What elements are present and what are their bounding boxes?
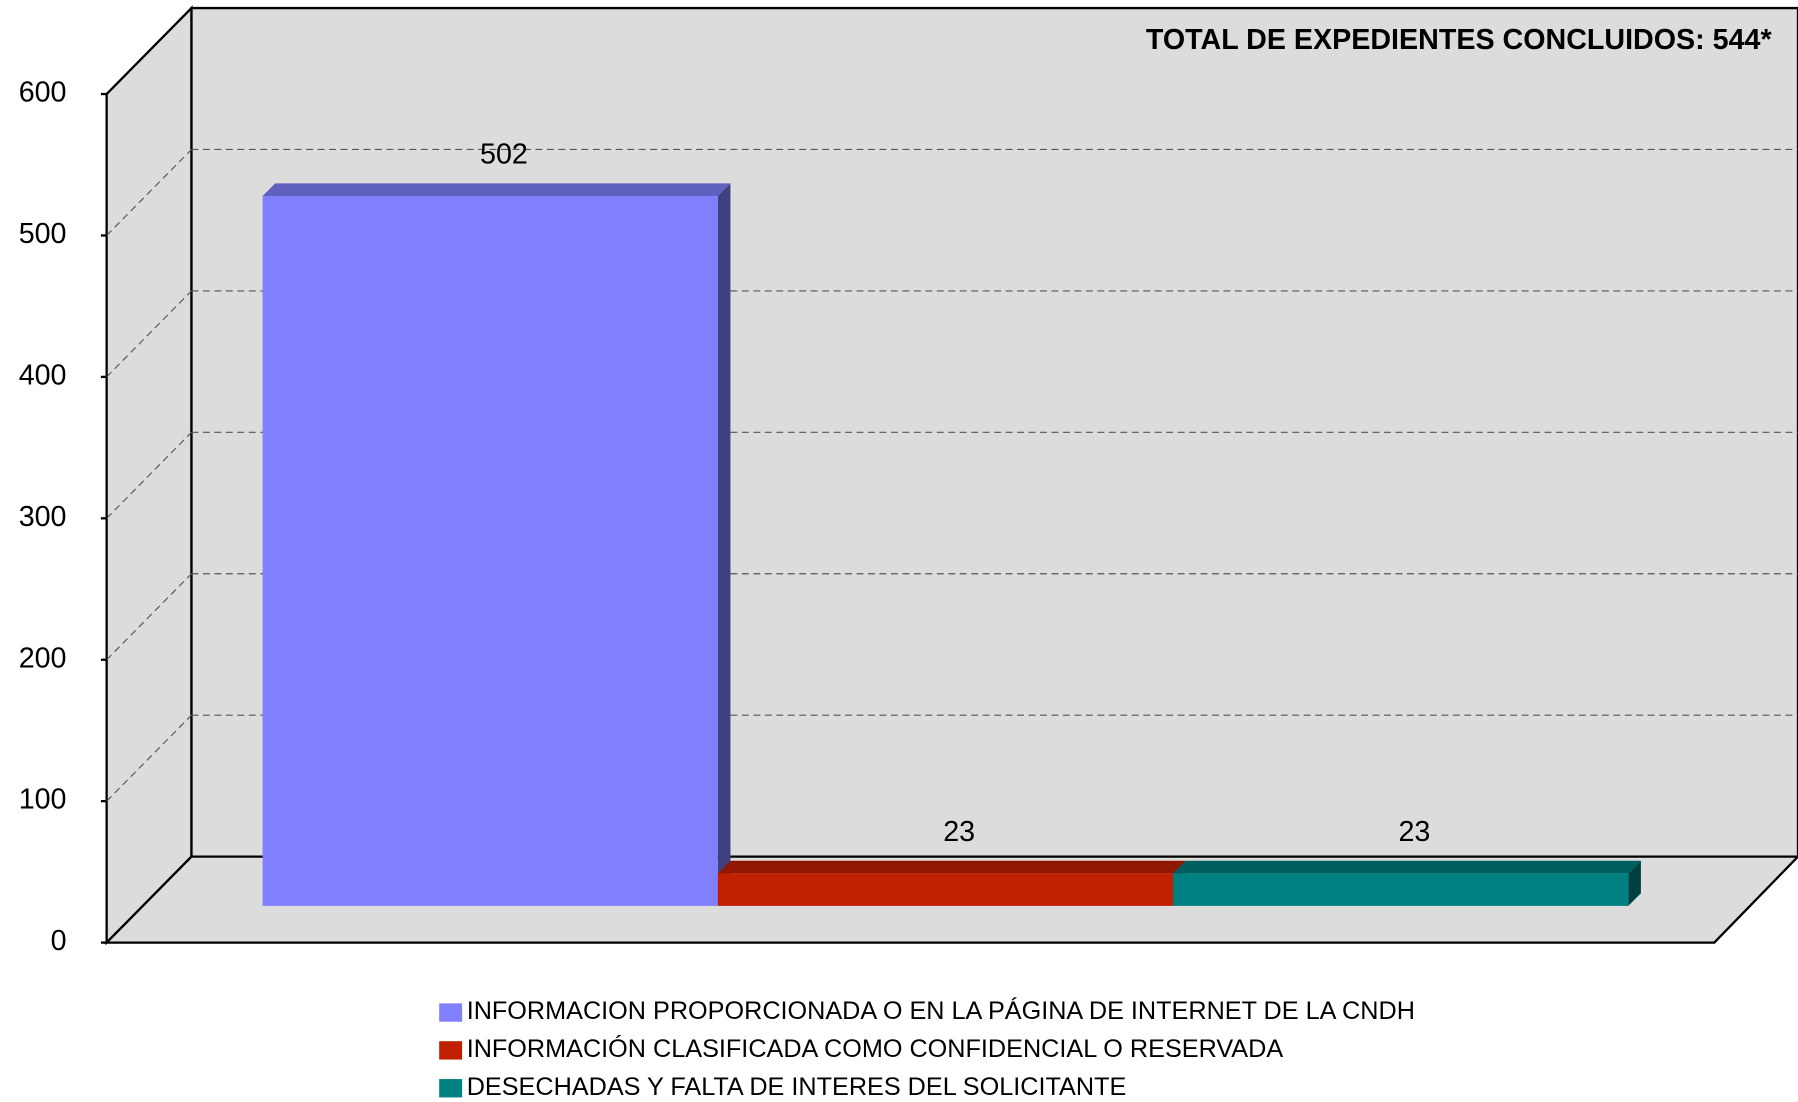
- legend-swatch: [439, 1079, 463, 1098]
- bar: [717, 873, 1174, 906]
- grid-line: [106, 573, 192, 661]
- legend-swatch: [439, 1003, 463, 1022]
- legend-label: INFORMACIÓN CLASIFICADA COMO CONFIDENCIA…: [467, 1034, 1284, 1063]
- y-tick-label: 300: [19, 501, 67, 533]
- legend-swatch: [439, 1041, 463, 1060]
- bar-side: [717, 183, 731, 906]
- bar: [1173, 873, 1629, 906]
- bar-top: [1173, 860, 1641, 874]
- legend-label: DESECHADAS Y FALTA DE INTERES DEL SOLICI…: [467, 1073, 1127, 1101]
- data-label: 23: [1398, 816, 1430, 848]
- data-label: 502: [480, 138, 528, 170]
- grid-line: [106, 149, 192, 236]
- grid-line: [106, 714, 192, 802]
- grid-line: [106, 431, 192, 519]
- y-tick-label: 200: [19, 642, 67, 674]
- bar: [262, 195, 718, 906]
- grid-line: [106, 290, 192, 378]
- plot: 0 100 200 300 400 500 600 502 INFORMACION PROPOR…: [19, 77, 1798, 1101]
- y-tick-label: 100: [19, 784, 67, 816]
- bar-top: [717, 860, 1186, 874]
- y-tick-label: 0: [51, 925, 67, 957]
- y-tick-label: 400: [19, 359, 67, 391]
- legend-label: INFORMACION PROPORCIONADA O EN LA PÁGINA…: [467, 996, 1415, 1025]
- y-tick-label: 600: [19, 77, 67, 109]
- bar-top: [262, 183, 731, 196]
- data-label: 23: [943, 816, 975, 848]
- bar-side: [1628, 860, 1641, 906]
- annotation: TOTAL DE EXPEDIENTES CONCLUIDOS: 544*: [1146, 24, 1773, 56]
- y-tick-label: 500: [19, 218, 67, 250]
